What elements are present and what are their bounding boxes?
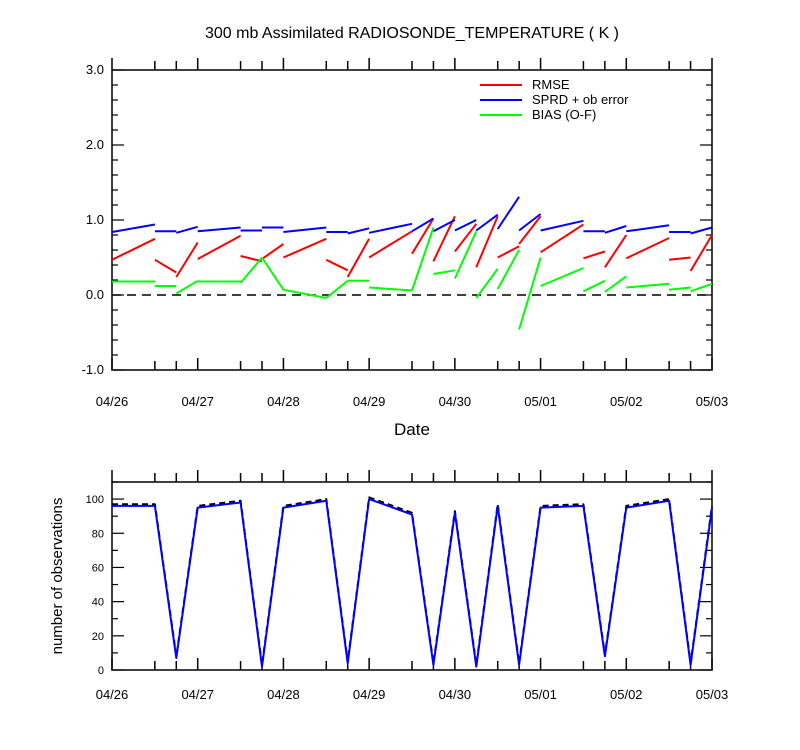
legend-label: RMSE	[532, 77, 570, 92]
plot-frame	[111, 69, 713, 371]
x-tick-label: 04/30	[439, 394, 472, 409]
bias-o-f-segment	[433, 269, 456, 275]
rmse-segment	[604, 234, 628, 268]
rmse-segment	[497, 245, 520, 259]
x-tick-label: 05/01	[524, 687, 557, 702]
sprd-ob-error-segment	[496, 196, 520, 230]
bias-o-f-segment	[690, 282, 713, 293]
rmse-segment	[454, 223, 478, 253]
bias-o-f-segment	[518, 257, 542, 330]
bias-o-f-segment	[261, 256, 285, 291]
x-tick-label: 04/26	[96, 394, 129, 409]
bias-o-f-segment	[239, 256, 263, 284]
bias-o-f-segment	[540, 267, 584, 287]
rmse-segment	[283, 237, 327, 259]
rmse-segment	[111, 237, 156, 261]
sprd-ob-error-segment	[604, 225, 627, 234]
sprd-ob-error-segment	[368, 222, 413, 234]
plot-frame	[111, 481, 713, 671]
sprd-ob-error-segment	[411, 217, 434, 233]
rmse-segment	[411, 217, 435, 255]
sprd-ob-error-segment	[475, 213, 499, 232]
sprd-ob-error-segment	[432, 219, 456, 233]
x-tick-label: 04/26	[96, 687, 129, 702]
y-tick-label: 1.0	[86, 212, 104, 227]
rmse-segment	[583, 250, 606, 260]
bias-o-f-segment	[453, 230, 478, 279]
x-tick-label: 04/28	[267, 687, 300, 702]
bias-o-f-segment	[496, 249, 520, 290]
assimilated-observations-line	[112, 498, 713, 668]
sprd-ob-error-segment	[347, 227, 370, 235]
sprd-ob-error-segment	[518, 213, 542, 232]
x-tick-label: 04/30	[439, 687, 472, 702]
rmse-segment	[432, 215, 456, 262]
sprd-ob-error-segment	[454, 219, 477, 232]
bias-o-f-segment	[668, 286, 691, 291]
x-axis-label: Date	[394, 420, 430, 439]
y-axis-label: number of observations	[49, 498, 66, 655]
rmse-segment	[175, 241, 199, 278]
rmse-segment	[475, 215, 499, 268]
bias-o-f-segment	[175, 279, 199, 295]
sprd-ob-error-segment	[197, 226, 241, 233]
y-tick-label: 0	[98, 665, 104, 677]
x-tick-label: 05/02	[610, 687, 643, 702]
rmse-segment	[368, 230, 413, 259]
sprd-ob-error-segment	[283, 226, 327, 233]
x-tick-label: 04/27	[181, 687, 214, 702]
bias-o-f-segment	[325, 280, 349, 299]
y-tick-label: 20	[92, 631, 104, 643]
y-tick-label: 2.0	[86, 137, 104, 152]
y-tick-label: 40	[92, 597, 104, 609]
bias-o-f-segment	[582, 279, 606, 293]
x-tick-label: 04/29	[353, 687, 386, 702]
legend-label: SPRD + ob error	[532, 92, 629, 107]
x-tick-label: 04/27	[181, 394, 214, 409]
bias-o-f-segment	[369, 286, 413, 292]
sprd-ob-error-segment	[626, 224, 670, 233]
x-tick-label: 04/29	[353, 394, 386, 409]
rmse-segment	[668, 256, 691, 261]
sprd-ob-error-segment	[690, 226, 713, 235]
rmse-segment	[261, 243, 284, 260]
y-tick-label: 100	[86, 494, 104, 506]
y-tick-label: 0.0	[86, 287, 104, 302]
rmse-segment	[689, 234, 713, 272]
bias-o-f-segment	[283, 288, 327, 299]
rmse-segment	[625, 237, 670, 260]
bias-o-f-segment	[626, 282, 670, 289]
x-tick-label: 05/03	[696, 687, 729, 702]
possible-observations-line	[112, 496, 713, 666]
rmse-segment	[154, 258, 177, 274]
x-tick-label: 05/02	[610, 394, 643, 409]
y-tick-label: -1.0	[82, 362, 104, 377]
rmse-segment	[346, 238, 370, 278]
rmse-segment	[540, 223, 584, 254]
legend-label: BIAS (O-F)	[532, 107, 596, 122]
y-tick-label: 80	[92, 528, 104, 540]
bias-o-f-segment	[604, 275, 627, 293]
bottom-chart-panel: 04/26 04/27 04/28 04/29 04/30 05/01 05/02 05/03…	[86, 470, 729, 702]
bias-o-f-segment	[411, 227, 435, 291]
x-tick-label: 05/03	[696, 394, 729, 409]
top-chart-panel: 04/26 04/27 04/28 04/29 04/30 05/01 05/02 05/03…	[82, 58, 729, 409]
bias-o-f-segment	[475, 268, 499, 299]
rmse-segment	[325, 258, 349, 272]
sprd-ob-error-segment	[176, 225, 198, 234]
sprd-ob-error-segment	[540, 219, 584, 232]
rmse-segment	[518, 215, 542, 245]
sprd-ob-error-segment	[111, 223, 156, 233]
x-tick-label: 05/01	[524, 394, 557, 409]
y-tick-label: 3.0	[86, 62, 104, 77]
y-tick-label: 60	[92, 562, 104, 574]
x-tick-label: 04/28	[267, 394, 300, 409]
rmse-segment	[197, 234, 242, 260]
chart-title: 300 mb Assimilated RADIOSONDE_TEMPERATUR…	[205, 25, 619, 42]
